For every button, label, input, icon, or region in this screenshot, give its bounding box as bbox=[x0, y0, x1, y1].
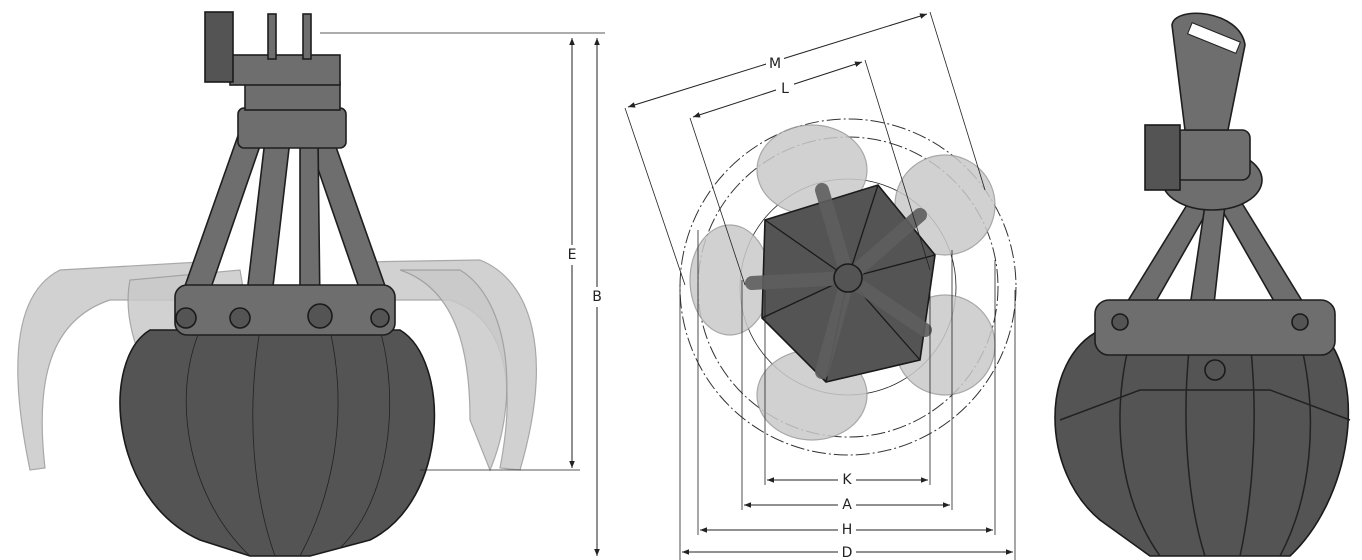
iso-view bbox=[1054, 12, 1351, 557]
dimension-label: A bbox=[842, 497, 852, 513]
dimension-label: L bbox=[781, 81, 789, 97]
top-view: M L K A H D bbox=[624, 11, 1017, 560]
dimension-label: H bbox=[842, 522, 853, 538]
side-view: E B bbox=[17, 11, 606, 557]
dimension-label: M bbox=[769, 56, 781, 72]
dimension-label: K bbox=[842, 472, 852, 488]
dimension-label: E bbox=[568, 247, 577, 263]
dimension-label: B bbox=[592, 289, 602, 305]
dimension-label: D bbox=[842, 545, 853, 560]
